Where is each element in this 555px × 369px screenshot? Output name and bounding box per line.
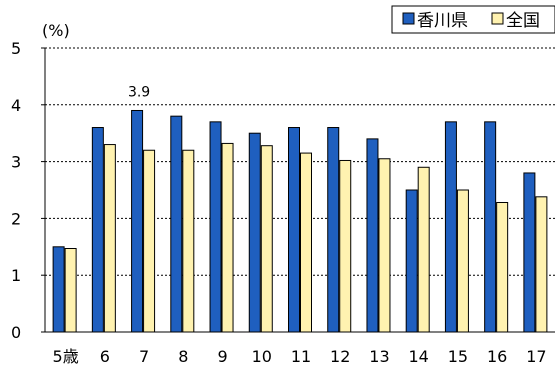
x-tick-label: 14 <box>409 347 429 366</box>
bars <box>52 109 548 333</box>
bar <box>339 159 352 333</box>
bar <box>366 138 379 333</box>
x-tick-label: 16 <box>487 347 507 366</box>
bar <box>209 121 222 333</box>
x-tick-label: 5歳 <box>53 347 79 366</box>
legend-frame <box>391 5 555 34</box>
y-axis-ticks: 0 1 2 3 4 5 <box>11 39 45 342</box>
x-axis-ticks: 5歳 6 7 8 9 10 11 12 13 14 15 16 17 <box>53 347 547 366</box>
legend-label: 全国 <box>506 11 540 31</box>
grid-lines <box>45 47 555 276</box>
bar <box>64 248 77 333</box>
bar <box>535 196 548 333</box>
bar <box>103 144 116 333</box>
bar <box>496 201 509 333</box>
legend-label: 香川県 <box>417 11 468 31</box>
legend: 香川県 全国 <box>391 5 555 34</box>
bar <box>288 127 300 333</box>
bar <box>405 189 418 333</box>
x-tick-label: 6 <box>100 347 110 366</box>
bar <box>91 127 104 333</box>
x-tick-label: 9 <box>217 347 227 366</box>
x-tick-label: 17 <box>526 347 546 366</box>
bar <box>182 149 195 333</box>
y-tick-label: 4 <box>11 96 21 115</box>
y-tick-label: 0 <box>11 323 21 342</box>
bar <box>260 145 273 333</box>
data-label: 3.9 <box>128 84 150 100</box>
bar <box>456 189 469 333</box>
x-tick-label: 7 <box>139 347 149 366</box>
legend-swatch <box>491 12 504 25</box>
x-tick-label: 13 <box>369 347 389 366</box>
annotations: 3.9 <box>128 84 150 100</box>
x-tick-label: 11 <box>291 347 311 366</box>
x-tick-label: 15 <box>448 347 468 366</box>
bar <box>484 121 497 333</box>
y-tick-label: 5 <box>11 39 21 58</box>
bar <box>417 166 430 333</box>
bar <box>444 121 457 333</box>
bar <box>170 115 183 333</box>
bar <box>300 152 312 333</box>
bar <box>143 149 156 333</box>
bar <box>327 127 340 333</box>
x-tick-label: 10 <box>252 347 272 366</box>
y-tick-label: 3 <box>11 153 21 172</box>
bar <box>221 142 234 333</box>
bar <box>378 158 391 333</box>
y-tick-label: 2 <box>11 209 21 228</box>
bar <box>52 246 65 333</box>
bar <box>523 172 536 333</box>
bar <box>248 132 261 333</box>
y-unit-label: (%) <box>42 21 70 40</box>
y-tick-label: 1 <box>11 266 21 285</box>
bar <box>131 109 144 333</box>
x-tick-label: 12 <box>330 347 350 366</box>
x-tick-label: 8 <box>178 347 188 366</box>
legend-swatch <box>402 12 415 25</box>
